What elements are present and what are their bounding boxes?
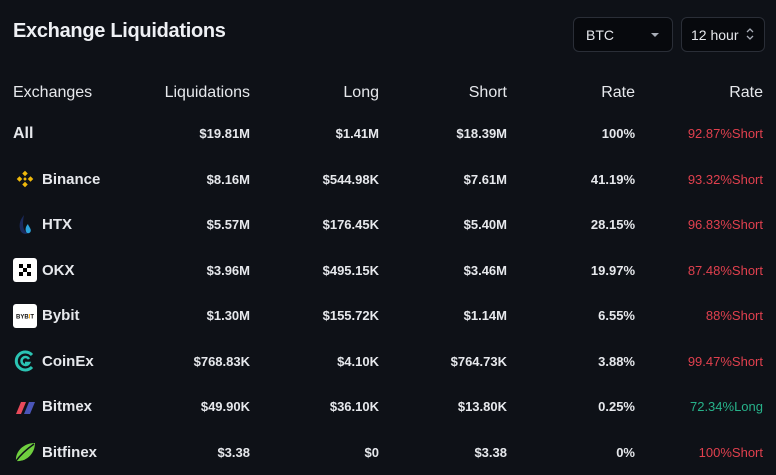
exchange-name: OKX [42,261,75,279]
col-long[interactable]: Long [343,84,379,101]
long-value: $544.98K [322,171,379,187]
side-rate-value: 93.32%Short [687,171,763,187]
binance-logo-icon [13,167,37,191]
col-rate[interactable]: Rate [601,84,635,101]
table-row[interactable]: Binance $8.16M $544.98K $7.61M 41.19% 93… [0,157,763,203]
short-value: $18.39M [456,126,507,142]
long-value: $36.10K [329,399,379,415]
htx-logo-icon [13,213,37,237]
liquidations-value: $768.83K [193,353,250,369]
side-rate-value: 99.47%Short [687,353,763,369]
col-exchanges[interactable]: Exchanges [13,84,93,101]
long-value: $1.41M [335,126,379,142]
rate-value: 6.55% [598,308,635,324]
exchange-name: Bybit [42,307,80,325]
col-side-rate[interactable]: Rate [729,84,763,101]
side-rate-value: 100%Short [698,444,763,460]
table-row[interactable]: Bitfinex $3.38 $0 $3.38 0% 100%Short [0,430,763,475]
short-value: $3.46M [463,262,507,278]
liquidations-value: $3.38 [217,444,250,460]
coin-select[interactable]: BTC [573,17,673,52]
bitfinex-logo-icon [13,440,37,464]
side-rate-value: 72.34%Long [689,399,763,415]
exchange-name: HTX [42,216,72,234]
short-value: $13.80K [457,399,507,415]
rate-value: 41.19% [590,171,635,187]
long-value: $4.10K [337,353,379,369]
rate-value: 3.88% [598,353,635,369]
short-value: $1.14M [463,308,507,324]
table-row[interactable]: HTX $5.57M $176.45K $5.40M 28.15% 96.83%… [0,202,763,248]
rate-value: 0.25% [598,399,635,415]
exchange-name: Binance [42,170,101,188]
time-select-value: 12 hour [691,26,739,43]
short-value: $7.61M [463,171,507,187]
col-liquidations[interactable]: Liquidations [164,84,250,101]
time-range-select[interactable]: 12 hour [681,17,765,52]
exchange-name: CoinEx [42,352,94,370]
table-row[interactable]: Bitmex $49.90K $36.10K $13.80K 0.25% 72.… [0,384,763,430]
liquidations-value: $5.57M [206,217,250,233]
short-value: $764.73K [450,353,507,369]
coin-select-value: BTC [586,26,614,43]
col-short[interactable]: Short [468,84,507,101]
exchange-name: All [13,124,34,142]
bitmex-logo-icon [13,395,37,419]
liquidations-value: $49.90K [200,399,250,415]
rate-value: 19.97% [590,262,635,278]
exchange-name: Bitfinex [42,443,98,461]
liquidations-value: $19.81M [199,126,250,142]
side-rate-value: 88%Short [705,308,763,324]
table-row[interactable]: OKX $3.96M $495.15K $3.46M 19.97% 87.48%… [0,248,763,294]
table-row[interactable]: BYBIT Bybit $1.30M $155.72K $1.14M 6.55%… [0,293,763,339]
svg-text:BYBIT: BYBIT [16,314,34,320]
long-value: $0 [364,444,379,460]
rate-value: 28.15% [590,217,635,233]
rate-value: 100% [601,126,635,142]
long-value: $155.72K [322,308,379,324]
bybit-logo-icon: BYBIT [13,303,37,328]
short-value: $3.38 [474,444,507,460]
liquidations-table: Exchanges Liquidations Long Short Rate R… [0,75,763,475]
okx-logo-icon [13,258,37,283]
side-rate-value: 96.83%Short [687,217,763,233]
table-header-row: Exchanges Liquidations Long Short Rate R… [0,75,763,111]
liquidations-value: $8.16M [206,171,250,187]
coinex-logo-icon [13,349,37,373]
side-rate-value: 87.48%Short [687,262,763,278]
caret-down-icon [651,33,659,37]
side-rate-value: 92.87%Short [687,126,763,142]
header: Exchange Liquidations BTC 12 hour [0,0,776,68]
exchange-name: Bitmex [42,398,93,416]
long-value: $495.15K [322,262,379,278]
short-value: $5.40M [463,217,507,233]
table-row[interactable]: All $19.81M $1.41M $18.39M 100% 92.87%Sh… [0,111,763,157]
rate-value: 0% [616,444,635,460]
long-value: $176.45K [322,217,379,233]
up-down-chevron-icon [746,28,754,40]
page-title: Exchange Liquidations [13,20,226,42]
liquidations-value: $3.96M [206,262,250,278]
liquidations-value: $1.30M [206,308,250,324]
table-row[interactable]: CoinEx $768.83K $4.10K $764.73K 3.88% 99… [0,339,763,385]
